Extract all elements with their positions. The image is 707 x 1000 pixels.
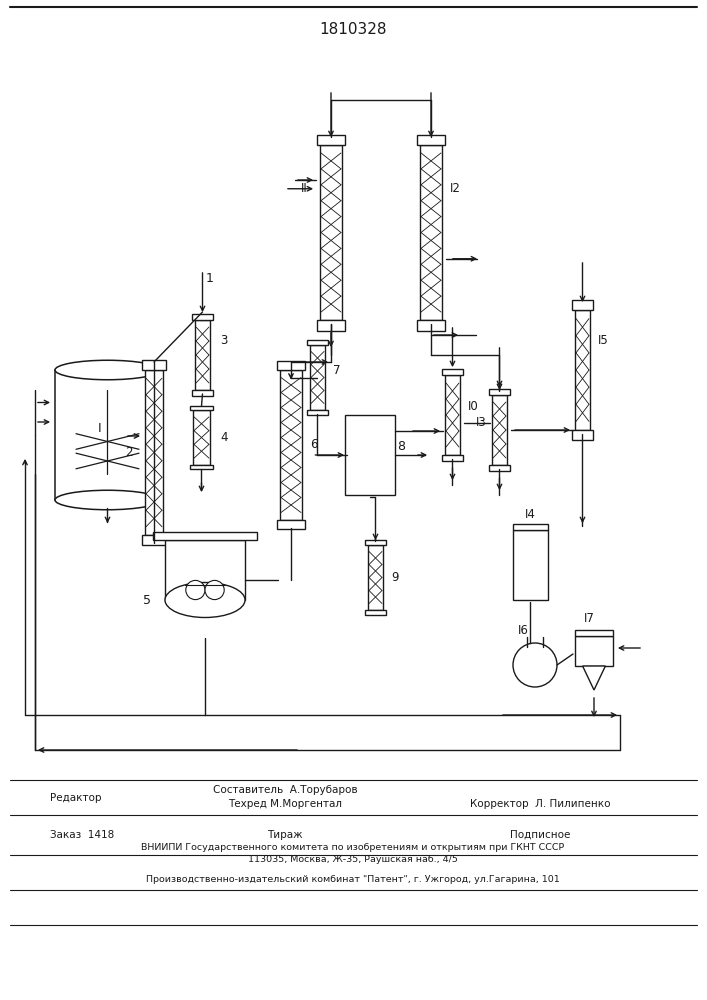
Text: I4: I4 bbox=[525, 508, 536, 522]
Bar bbox=[320, 145, 342, 320]
Bar bbox=[55, 370, 160, 500]
Text: 7: 7 bbox=[333, 364, 341, 377]
Bar bbox=[317, 134, 345, 145]
Bar bbox=[365, 540, 386, 545]
Bar bbox=[445, 375, 460, 455]
Bar bbox=[192, 390, 213, 396]
Text: Тираж: Тираж bbox=[267, 830, 303, 840]
Text: Производственно-издательский комбинат "Патент", г. Ужгород, ул.Гагарина, 101: Производственно-издательский комбинат "П… bbox=[146, 876, 560, 884]
Text: 3: 3 bbox=[220, 334, 228, 348]
Bar bbox=[153, 532, 257, 540]
Circle shape bbox=[186, 580, 205, 600]
Bar bbox=[192, 314, 213, 320]
Circle shape bbox=[513, 643, 557, 687]
Bar bbox=[142, 535, 165, 545]
Bar bbox=[572, 430, 593, 440]
Text: 8: 8 bbox=[397, 440, 405, 454]
Text: I7: I7 bbox=[583, 611, 595, 624]
Bar bbox=[276, 520, 305, 529]
Text: Редактор: Редактор bbox=[50, 793, 102, 803]
Text: 5: 5 bbox=[143, 593, 151, 606]
Bar bbox=[442, 455, 463, 461]
Bar bbox=[442, 369, 463, 375]
Bar bbox=[575, 636, 613, 666]
Text: 4: 4 bbox=[220, 431, 228, 444]
Bar bbox=[575, 310, 590, 430]
Bar bbox=[165, 540, 245, 600]
Text: I0: I0 bbox=[468, 400, 479, 414]
Bar bbox=[513, 530, 548, 600]
Text: I6: I6 bbox=[518, 624, 528, 637]
Bar bbox=[276, 361, 305, 370]
Bar bbox=[492, 395, 507, 465]
Polygon shape bbox=[583, 666, 605, 690]
Bar bbox=[416, 320, 445, 330]
Text: Составитель  А.Торубаров: Составитель А.Торубаров bbox=[213, 785, 357, 795]
Text: Заказ  1418: Заказ 1418 bbox=[50, 830, 115, 840]
Bar bbox=[420, 145, 442, 320]
Bar bbox=[416, 134, 445, 145]
Text: I: I bbox=[98, 422, 101, 435]
Text: 9: 9 bbox=[391, 571, 399, 584]
Text: II: II bbox=[301, 182, 308, 195]
Bar bbox=[145, 370, 163, 535]
Bar bbox=[345, 415, 395, 495]
Bar bbox=[142, 360, 165, 370]
Text: 6: 6 bbox=[310, 438, 317, 452]
Bar bbox=[195, 320, 210, 390]
Bar bbox=[307, 340, 328, 345]
Text: Корректор  Л. Пилипенко: Корректор Л. Пилипенко bbox=[469, 799, 610, 809]
Text: 1: 1 bbox=[206, 271, 214, 284]
Bar bbox=[489, 389, 510, 395]
Text: Подписное: Подписное bbox=[510, 830, 570, 840]
Bar bbox=[310, 345, 325, 410]
Bar bbox=[193, 410, 210, 465]
Bar bbox=[189, 406, 214, 410]
Text: 1810328: 1810328 bbox=[320, 22, 387, 37]
Bar bbox=[307, 410, 328, 415]
Text: I5: I5 bbox=[598, 334, 609, 347]
Bar bbox=[575, 630, 613, 636]
Circle shape bbox=[205, 580, 224, 600]
Bar bbox=[368, 545, 383, 610]
Ellipse shape bbox=[55, 490, 160, 510]
Text: I2: I2 bbox=[450, 182, 461, 195]
Text: 113035, Москва, Ж-35, Раушская наб., 4/5: 113035, Москва, Ж-35, Раушская наб., 4/5 bbox=[248, 856, 458, 864]
Text: ВНИИПИ Государственного комитета по изобретениям и открытиям при ГКНТ СССР: ВНИИПИ Государственного комитета по изоб… bbox=[141, 844, 565, 852]
Text: 2: 2 bbox=[126, 446, 133, 459]
Bar bbox=[280, 370, 302, 520]
Bar bbox=[189, 465, 214, 469]
Text: I3: I3 bbox=[477, 416, 487, 430]
Bar bbox=[489, 465, 510, 471]
Ellipse shape bbox=[55, 360, 160, 380]
Bar bbox=[513, 524, 548, 530]
Bar bbox=[365, 610, 386, 615]
Bar bbox=[572, 300, 593, 310]
Ellipse shape bbox=[165, 582, 245, 617]
Text: Техред М.Моргентал: Техред М.Моргентал bbox=[228, 799, 342, 809]
Bar bbox=[317, 320, 345, 330]
